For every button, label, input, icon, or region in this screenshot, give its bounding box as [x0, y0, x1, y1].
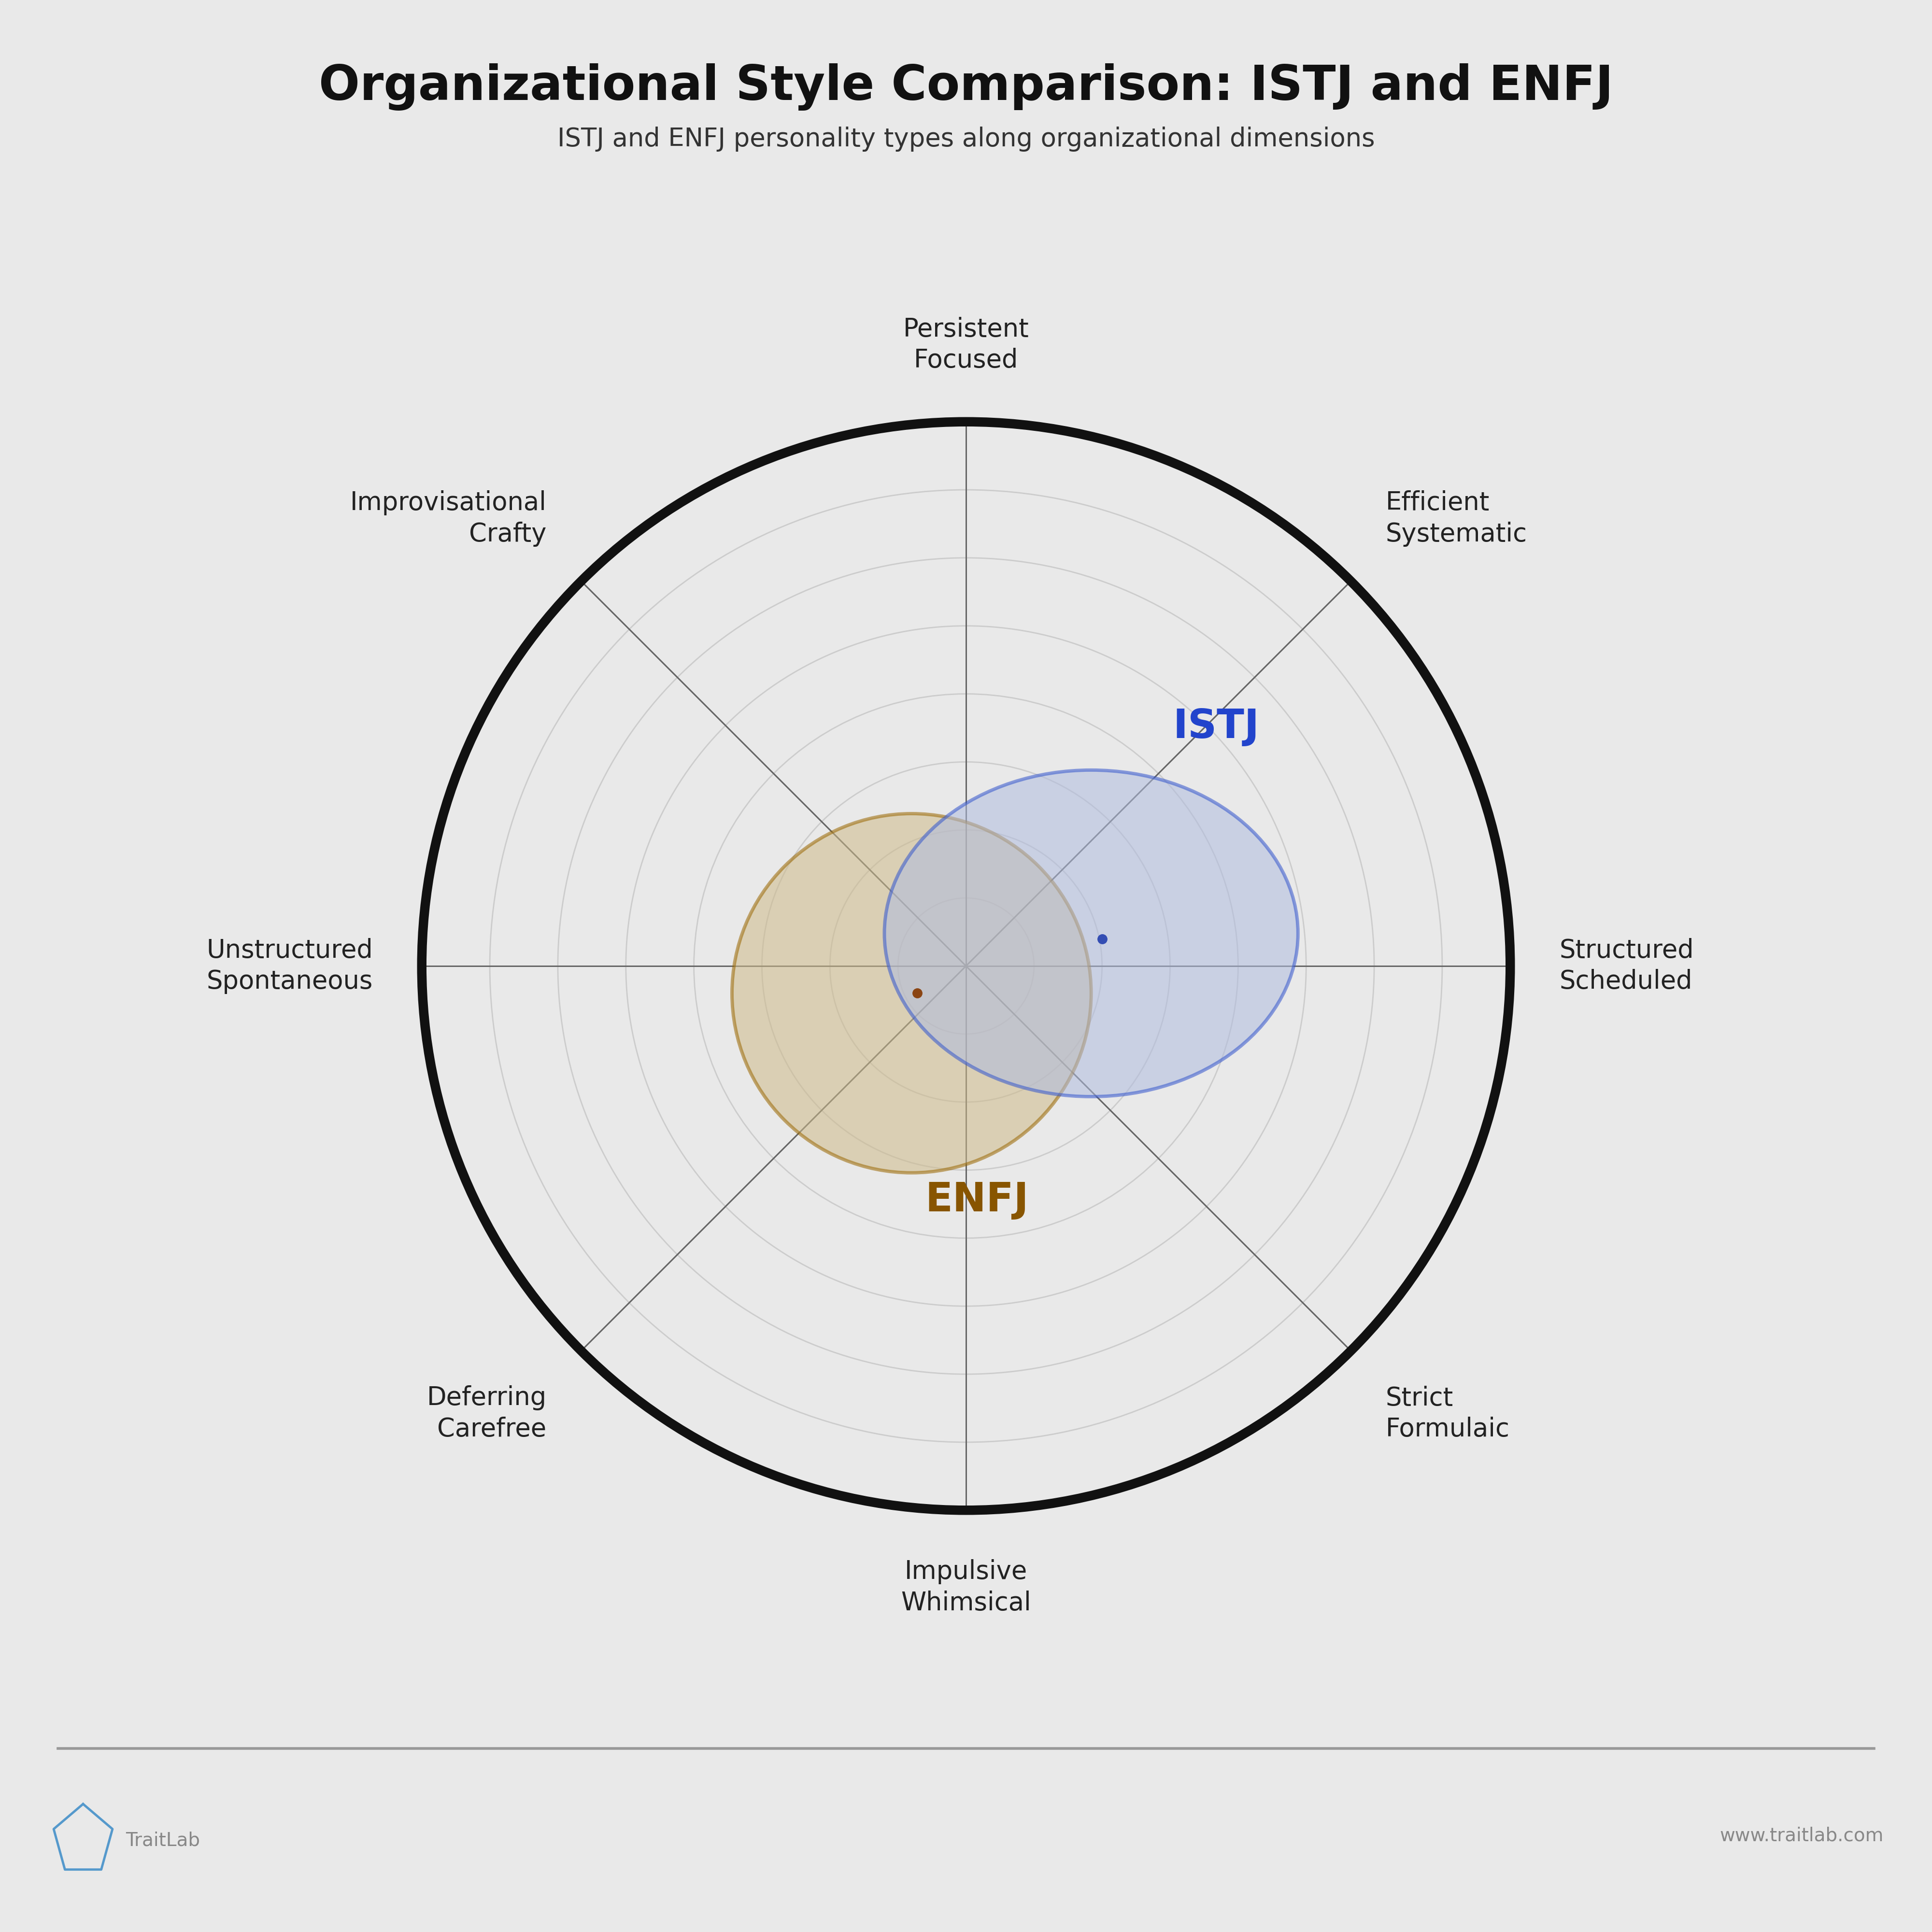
Ellipse shape — [732, 813, 1092, 1173]
Text: Deferring
Carefree: Deferring Carefree — [427, 1385, 547, 1441]
Text: ISTJ and ENFJ personality types along organizational dimensions: ISTJ and ENFJ personality types along or… — [556, 128, 1376, 153]
Text: Strict
Formulaic: Strict Formulaic — [1385, 1385, 1509, 1441]
Text: TraitLab: TraitLab — [126, 1832, 201, 1849]
Text: Efficient
Systematic: Efficient Systematic — [1385, 491, 1526, 547]
Text: ENFJ: ENFJ — [925, 1180, 1028, 1219]
Ellipse shape — [885, 771, 1298, 1097]
Text: Impulsive
Whimsical: Impulsive Whimsical — [900, 1559, 1032, 1615]
Text: www.traitlab.com: www.traitlab.com — [1719, 1826, 1884, 1845]
Text: Persistent
Focused: Persistent Focused — [902, 317, 1030, 373]
Text: Improvisational
Crafty: Improvisational Crafty — [350, 491, 547, 547]
Text: ISTJ: ISTJ — [1173, 707, 1260, 746]
Text: Unstructured
Spontaneous: Unstructured Spontaneous — [207, 937, 373, 995]
Text: Structured
Scheduled: Structured Scheduled — [1559, 937, 1694, 995]
Text: Organizational Style Comparison: ISTJ and ENFJ: Organizational Style Comparison: ISTJ an… — [319, 64, 1613, 110]
